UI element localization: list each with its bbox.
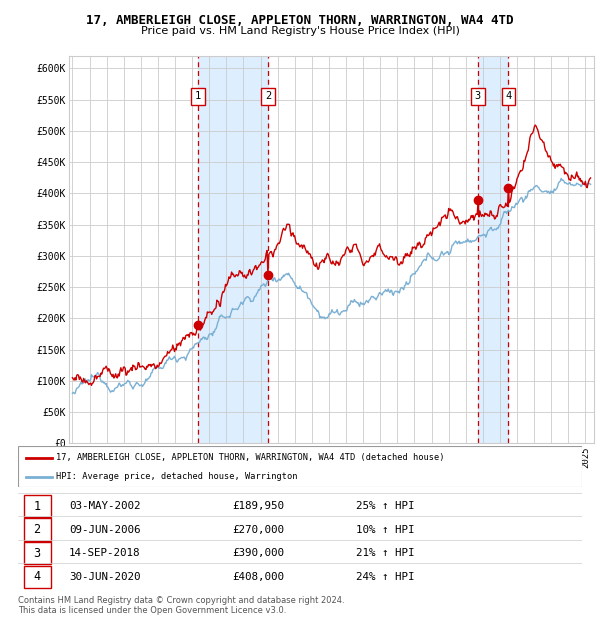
FancyBboxPatch shape bbox=[23, 518, 51, 541]
Text: 3: 3 bbox=[34, 547, 41, 560]
Text: 4: 4 bbox=[505, 91, 512, 102]
Text: 4: 4 bbox=[34, 570, 41, 583]
Text: 21% ↑ HPI: 21% ↑ HPI bbox=[356, 548, 415, 558]
Text: 3: 3 bbox=[475, 91, 481, 102]
Text: 10% ↑ HPI: 10% ↑ HPI bbox=[356, 525, 415, 534]
Text: 09-JUN-2006: 09-JUN-2006 bbox=[69, 525, 140, 534]
Text: £270,000: £270,000 bbox=[232, 525, 284, 534]
Text: £408,000: £408,000 bbox=[232, 572, 284, 582]
Text: 1: 1 bbox=[195, 91, 201, 102]
Text: 03-MAY-2002: 03-MAY-2002 bbox=[69, 501, 140, 511]
Text: 2: 2 bbox=[265, 91, 271, 102]
Text: 14-SEP-2018: 14-SEP-2018 bbox=[69, 548, 140, 558]
Text: 30-JUN-2020: 30-JUN-2020 bbox=[69, 572, 140, 582]
Bar bbox=[478, 56, 508, 443]
Text: Price paid vs. HM Land Registry's House Price Index (HPI): Price paid vs. HM Land Registry's House … bbox=[140, 26, 460, 36]
Text: 25% ↑ HPI: 25% ↑ HPI bbox=[356, 501, 415, 511]
Text: 1: 1 bbox=[34, 500, 41, 513]
Bar bbox=[198, 56, 268, 443]
Text: Contains HM Land Registry data © Crown copyright and database right 2024.: Contains HM Land Registry data © Crown c… bbox=[18, 596, 344, 606]
Text: 17, AMBERLEIGH CLOSE, APPLETON THORN, WARRINGTON, WA4 4TD (detached house): 17, AMBERLEIGH CLOSE, APPLETON THORN, WA… bbox=[56, 453, 445, 462]
Text: 17, AMBERLEIGH CLOSE, APPLETON THORN, WARRINGTON, WA4 4TD: 17, AMBERLEIGH CLOSE, APPLETON THORN, WA… bbox=[86, 14, 514, 27]
Text: HPI: Average price, detached house, Warrington: HPI: Average price, detached house, Warr… bbox=[56, 472, 298, 481]
Text: £390,000: £390,000 bbox=[232, 548, 284, 558]
Text: This data is licensed under the Open Government Licence v3.0.: This data is licensed under the Open Gov… bbox=[18, 606, 286, 616]
FancyBboxPatch shape bbox=[23, 495, 51, 518]
FancyBboxPatch shape bbox=[23, 542, 51, 564]
Text: £189,950: £189,950 bbox=[232, 501, 284, 511]
FancyBboxPatch shape bbox=[18, 446, 582, 487]
Text: 2: 2 bbox=[34, 523, 41, 536]
FancyBboxPatch shape bbox=[23, 565, 51, 588]
Text: 24% ↑ HPI: 24% ↑ HPI bbox=[356, 572, 415, 582]
